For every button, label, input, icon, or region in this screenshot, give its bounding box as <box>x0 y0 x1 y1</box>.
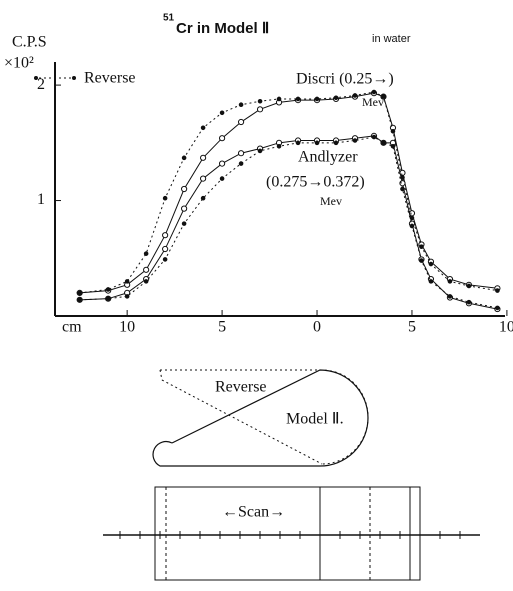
data-point <box>163 246 168 251</box>
data-point <box>467 300 471 304</box>
data-point <box>182 186 187 191</box>
y-label: C.P.S <box>12 34 47 51</box>
legend-label: Reverse <box>84 70 136 87</box>
data-point <box>144 267 149 272</box>
x-tick-label: 5 <box>408 319 416 336</box>
data-point <box>382 95 386 99</box>
x-tick-label: 10 <box>499 319 513 336</box>
data-point <box>144 280 148 284</box>
data-point <box>429 280 433 284</box>
data-point <box>353 94 357 98</box>
annotation: Mev <box>320 194 342 208</box>
data-point <box>163 258 167 262</box>
data-point <box>296 141 300 145</box>
data-point <box>182 156 186 160</box>
legend-dot <box>72 76 76 80</box>
data-point <box>496 289 500 293</box>
data-point <box>420 259 424 263</box>
data-point <box>467 284 471 288</box>
data-point <box>420 245 424 249</box>
data-point <box>315 97 319 101</box>
x-label: cm <box>62 319 82 336</box>
series-line <box>80 136 498 309</box>
data-point <box>78 291 82 295</box>
data-point <box>106 297 110 301</box>
data-point <box>258 99 262 103</box>
data-point <box>277 144 281 148</box>
y-tick-label: 1 <box>37 191 45 208</box>
data-point <box>382 141 386 145</box>
data-point <box>372 90 376 94</box>
title-suffix: in water <box>372 33 411 45</box>
data-point <box>125 280 129 284</box>
data-point <box>334 96 338 100</box>
data-point <box>201 126 205 130</box>
data-point <box>106 288 110 292</box>
data-point <box>391 129 395 133</box>
data-point <box>400 181 405 186</box>
figure: 51 Cr in Model Ⅱ in water C.P.S ×10² cm … <box>0 0 513 586</box>
x-tick-label: 5 <box>218 319 226 336</box>
diagram-label: ←Scan→ <box>222 504 285 521</box>
data-point <box>238 151 243 156</box>
data-point <box>391 144 395 148</box>
data-point <box>78 298 82 302</box>
annotation: Andlyzer <box>298 149 358 166</box>
y-unit: ×10² <box>4 55 34 72</box>
data-point <box>257 107 262 112</box>
data-point <box>125 295 129 299</box>
data-point <box>201 176 206 181</box>
data-point <box>315 141 319 145</box>
x-tick-label: 0 <box>313 319 321 336</box>
data-point <box>182 222 186 226</box>
data-point <box>144 252 148 256</box>
data-point <box>163 233 168 238</box>
data-point <box>201 196 205 200</box>
data-point <box>296 97 300 101</box>
data-point <box>219 136 224 141</box>
y-tick-label: 2 <box>37 76 45 93</box>
data-point <box>496 306 500 310</box>
data-point <box>220 177 224 181</box>
annotation: Discri (0.25→) <box>296 71 394 88</box>
data-point <box>410 224 414 228</box>
diagram-label: Model Ⅱ. <box>286 411 344 428</box>
scan-diagram <box>103 487 480 580</box>
data-point <box>334 141 338 145</box>
data-point <box>372 135 376 139</box>
data-point <box>163 196 167 200</box>
data-point <box>238 119 243 124</box>
data-point <box>448 280 452 284</box>
x-tick-label: 10 <box>119 319 135 336</box>
data-point <box>239 162 243 166</box>
data-point <box>353 139 357 143</box>
data-point <box>277 97 281 101</box>
data-point <box>429 262 433 266</box>
series-line <box>80 93 498 293</box>
data-point <box>219 161 224 166</box>
series-line <box>80 92 498 293</box>
data-point <box>258 149 262 153</box>
data-point <box>220 111 224 115</box>
annotation: (0.275→0.372) <box>266 174 365 191</box>
data-point <box>448 295 452 299</box>
title-prefix: 51 <box>163 13 175 24</box>
diagram-label: Reverse <box>215 379 267 396</box>
chart-title: Cr in Model Ⅱ <box>176 20 269 37</box>
data-point <box>401 187 405 191</box>
data-point <box>182 206 187 211</box>
data-point <box>239 103 243 107</box>
data-point <box>201 155 206 160</box>
